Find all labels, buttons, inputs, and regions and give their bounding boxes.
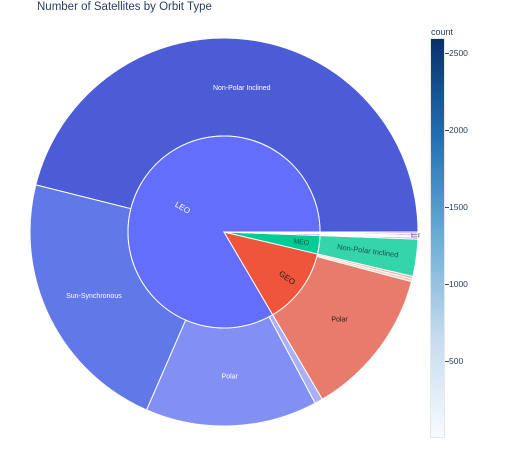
colorbar-tick-label: 2500	[449, 48, 468, 59]
inner-slice	[222, 231, 319, 316]
colorbar-tick-label: 2000	[449, 125, 468, 136]
colorbar-tick-mark	[445, 130, 449, 132]
colorbar-tick-mark	[445, 284, 449, 286]
colorbar-title: count	[431, 27, 454, 37]
colorbar-tick-mark	[445, 361, 449, 363]
chart-title: Number of Satellites by Orbit Type	[37, 1, 212, 13]
colorbar-tick-label: 1000	[449, 279, 468, 290]
outer-slice-label: Sun-Synchronous	[66, 293, 122, 300]
outer-slice-label: Non-Polar Inclined	[213, 85, 271, 92]
colorbar-tick-label: 1500	[449, 202, 468, 213]
colorbar-tick-label: 500	[449, 356, 464, 367]
colorbar-tick-mark	[445, 207, 449, 209]
outer-slice-label: Polar	[222, 374, 239, 381]
outer-slice-label: Polar	[331, 316, 348, 323]
colorbar	[430, 38, 445, 438]
inner-slice-label: MEO	[293, 238, 310, 247]
colorbar-tick-mark	[445, 53, 449, 55]
outer-slice-label: Non-Polar Inclined	[411, 232, 420, 236]
inner-slice	[223, 231, 321, 234]
outer-slice-label: Non-Polar Inclined	[411, 235, 420, 240]
